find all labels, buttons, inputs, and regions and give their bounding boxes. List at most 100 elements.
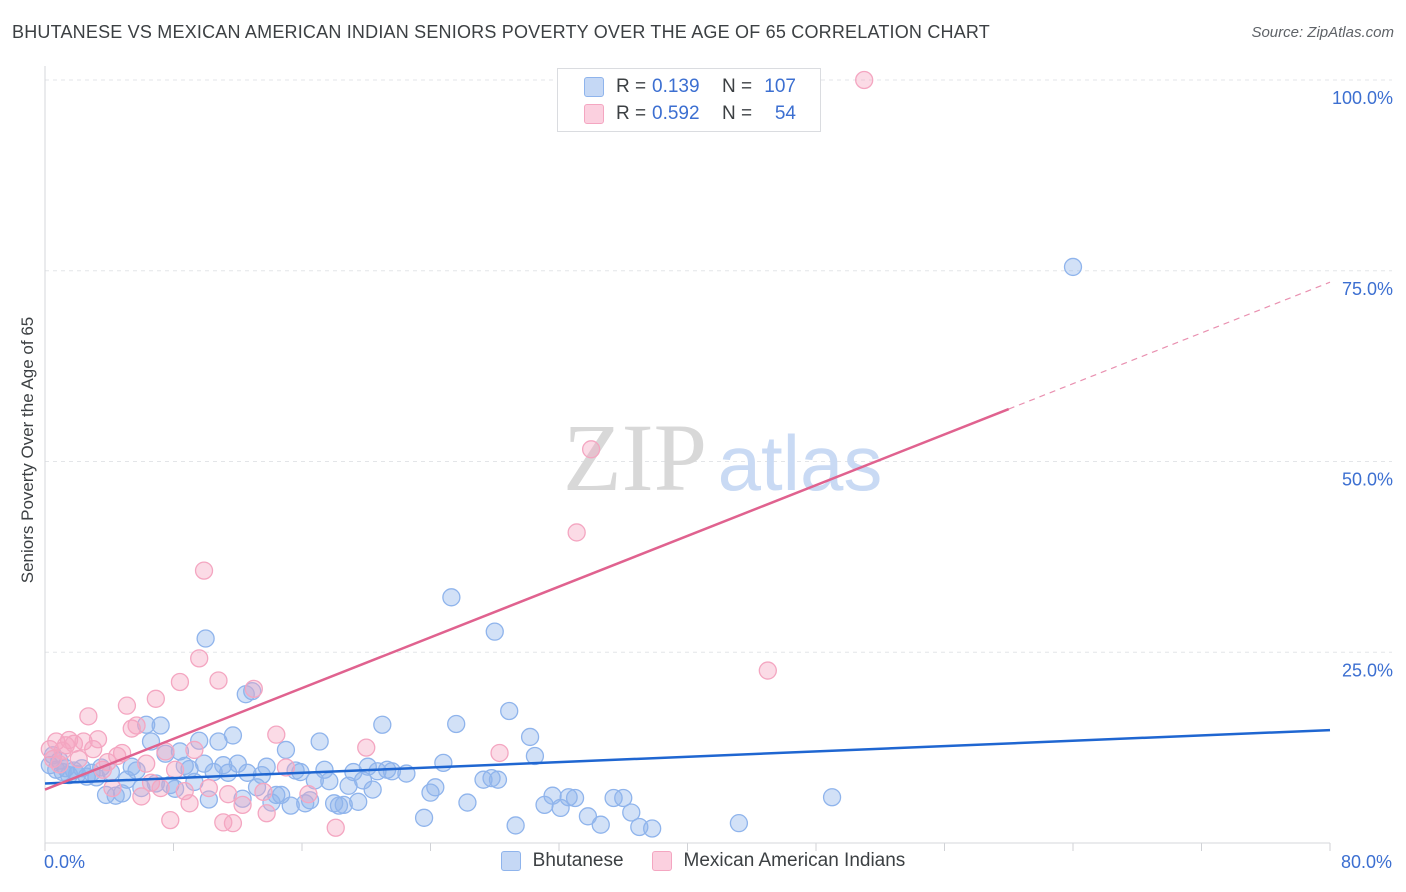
- data-point: [190, 731, 209, 750]
- x-tick-label-max: 80.0%: [1340, 852, 1392, 872]
- data-point: [69, 749, 88, 769]
- data-point: [822, 788, 842, 807]
- series-legend-label: Mexican American Indians: [683, 850, 906, 871]
- data-point: [170, 672, 190, 692]
- series-legend-label: Bhutanese: [532, 850, 624, 871]
- data-point: [161, 810, 180, 830]
- legend-swatch-mexican-american-indians: [584, 104, 604, 124]
- data-point: [74, 732, 93, 751]
- data-point: [244, 679, 263, 699]
- data-point: [257, 757, 276, 776]
- data-point: [500, 701, 519, 721]
- x-axis-ticks: [44, 843, 1331, 851]
- data-point: [214, 813, 233, 832]
- data-point: [299, 785, 318, 804]
- data-point: [151, 716, 170, 735]
- chart-title: BHUTANESE VS MEXICAN AMERICAN INDIAN SEN…: [12, 22, 991, 42]
- data-point: [349, 792, 368, 811]
- data-point: [300, 791, 320, 810]
- watermark-atlas: atlas: [718, 419, 883, 507]
- data-point: [643, 819, 662, 838]
- data-point: [233, 795, 252, 814]
- data-point: [127, 716, 146, 735]
- data-point: [281, 796, 300, 815]
- series-legend-swatch-mexican-american-indians: [651, 851, 672, 871]
- data-point: [565, 788, 585, 808]
- gridlines: [45, 79, 1392, 653]
- series-legend: Bhutanese Mexican American Indians: [0, 850, 1406, 872]
- series-points-mexican-american-indians: [40, 70, 874, 837]
- trend-line-mexican-american-indians: [44, 407, 1010, 791]
- data-point: [622, 803, 641, 822]
- legend-swatch-bhutanese: [584, 77, 604, 97]
- data-point: [137, 754, 156, 773]
- data-point: [190, 649, 209, 668]
- legend-n-value: 54: [774, 103, 796, 124]
- data-point: [165, 760, 185, 779]
- watermark: ZIP atlas: [563, 404, 882, 511]
- data-point: [112, 784, 132, 803]
- watermark-zip: ZIP: [563, 404, 707, 511]
- data-point: [520, 727, 540, 747]
- data-point: [170, 742, 190, 761]
- legend-r-value: 0.592: [652, 103, 700, 124]
- data-point: [729, 814, 749, 833]
- y-tick-label: 75.0%: [1342, 279, 1393, 299]
- data-point: [758, 661, 777, 680]
- data-point: [88, 730, 108, 749]
- data-point: [334, 795, 353, 814]
- data-point: [196, 629, 215, 648]
- data-point: [326, 818, 345, 837]
- data-point: [50, 755, 69, 774]
- data-point: [357, 738, 376, 757]
- data-point: [506, 816, 525, 835]
- data-point: [581, 440, 601, 459]
- data-point: [614, 788, 633, 808]
- source-label: Source: ZipAtlas.com: [1251, 24, 1394, 41]
- data-point: [434, 753, 453, 773]
- data-point: [238, 763, 257, 782]
- data-point: [525, 746, 545, 766]
- data-point: [567, 523, 586, 542]
- trend-lines: [44, 281, 1331, 791]
- data-point: [185, 740, 204, 760]
- trend-line-extension-mexican-american-indians: [1008, 281, 1331, 410]
- data-point: [353, 771, 373, 790]
- series-legend-bhutanese: Bhutanese: [500, 850, 624, 872]
- data-point: [442, 588, 461, 607]
- data-point: [96, 785, 116, 805]
- data-point: [276, 740, 296, 760]
- legend-r-value: 0.139: [652, 76, 700, 97]
- x-tick-label-min: 0.0%: [44, 852, 86, 872]
- legend-r-label: R =: [616, 76, 647, 97]
- data-point: [151, 778, 170, 798]
- data-point: [194, 561, 214, 580]
- data-point: [559, 788, 578, 807]
- data-point: [180, 794, 199, 813]
- legend-r-label: R =: [616, 103, 647, 124]
- data-point: [267, 725, 286, 744]
- data-point: [604, 788, 623, 808]
- data-point: [137, 715, 156, 734]
- data-point: [447, 714, 466, 734]
- data-point: [490, 743, 509, 763]
- y-tick-label: 25.0%: [1342, 660, 1393, 680]
- series-legend-mexican-american-indians: Mexican American Indians: [651, 850, 906, 872]
- data-point: [223, 814, 243, 833]
- data-point: [485, 622, 504, 641]
- data-point: [218, 785, 238, 804]
- y-tick-label: 100.0%: [1332, 88, 1393, 108]
- data-point: [855, 70, 874, 90]
- data-point: [53, 741, 72, 760]
- data-point: [276, 758, 296, 777]
- data-point: [320, 772, 339, 791]
- legend-n-label: N =: [722, 76, 753, 97]
- legend-box: R = 0.139 N = 107 R = 0.592 N = 54: [557, 68, 821, 132]
- data-point: [84, 740, 103, 759]
- data-point: [209, 671, 228, 690]
- data-point: [414, 808, 434, 827]
- legend-n-value: 107: [764, 76, 796, 97]
- data-point: [482, 768, 501, 788]
- data-point: [254, 782, 273, 802]
